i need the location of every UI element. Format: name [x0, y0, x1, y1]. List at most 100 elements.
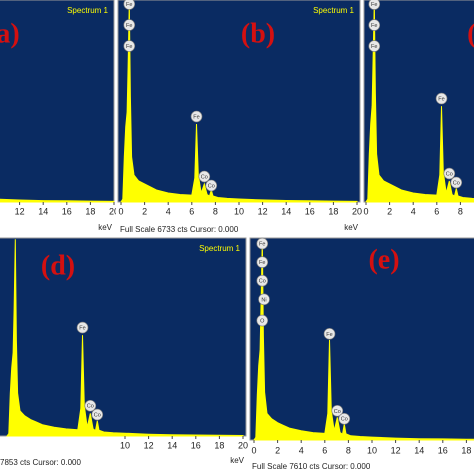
info-text: Full Scale 6733 cts Cursor: 0.000	[120, 225, 239, 234]
plot-area	[0, 0, 115, 203]
peak-marker	[205, 179, 218, 192]
peak-label: Ni	[261, 297, 266, 303]
panel-label: (b)	[241, 18, 275, 49]
x-axis-label: keV	[230, 456, 244, 465]
x-tick-label: 16	[62, 206, 72, 216]
x-tick-label: 20	[109, 206, 119, 216]
x-tick-label: 16	[191, 440, 201, 450]
peak-marker	[76, 321, 89, 334]
x-tick-label: 12	[258, 206, 268, 216]
peak-label: Fe	[259, 260, 265, 266]
x-axis-label: keV	[344, 223, 358, 232]
peak-label: Co	[94, 413, 101, 419]
x-tick-label: 0	[363, 206, 368, 216]
spectrum	[0, 198, 115, 203]
spectrum-title: Spectrum 1	[67, 6, 108, 15]
peak-marker	[198, 170, 211, 183]
peak-label: Fe	[126, 2, 132, 8]
peak-marker	[331, 405, 344, 417]
spectrum	[6, 239, 244, 437]
peak-marker	[256, 274, 269, 287]
peak-label: Fe	[371, 2, 377, 8]
x-axis-label: keV	[98, 223, 112, 232]
peak-marker	[450, 176, 463, 189]
peak-label: Fe	[438, 97, 444, 103]
plot-area	[249, 237, 474, 441]
peak-marker	[123, 40, 136, 52]
x-tick-label: 12	[15, 206, 25, 216]
x-tick-label: 2	[387, 206, 392, 216]
peak-label: Fe	[259, 242, 265, 248]
panel-label: a)	[0, 18, 20, 49]
peak-marker	[84, 399, 97, 412]
peak-marker	[368, 40, 381, 52]
peak-label: Fe	[326, 332, 332, 338]
x-tick-label: 4	[411, 206, 416, 216]
x-tick-label: 6	[322, 445, 327, 455]
peak-marker	[368, 0, 381, 10]
x-tick-label: 14	[167, 440, 177, 450]
peak-marker	[256, 314, 269, 327]
x-tick-label: 2	[275, 445, 280, 455]
x-tick-label: 14	[281, 206, 291, 216]
x-tick-label: 4	[299, 445, 304, 455]
peak-label: Co	[201, 174, 208, 180]
panel-label: (e)	[368, 244, 399, 275]
spectrum	[120, 0, 358, 203]
x-tick-label: 14	[414, 445, 424, 455]
x-tick-label: 10	[367, 445, 377, 455]
peak-label: O	[260, 319, 265, 325]
peak-label: Fe	[371, 44, 377, 50]
info-text: Full Scale 7610 cts Cursor: 0.000	[252, 462, 371, 471]
x-tick-label: 2	[142, 206, 147, 216]
peak-marker	[91, 408, 104, 421]
info-text: 7853 cts Cursor: 0.000	[0, 458, 81, 467]
x-tick-label: 16	[305, 206, 315, 216]
peak-label: Fe	[193, 114, 199, 120]
x-tick-label: 12	[391, 445, 401, 455]
spectrum-title: Spectrum 1	[199, 244, 240, 253]
spectrum	[365, 1, 474, 203]
x-tick-label: 12	[144, 440, 154, 450]
x-tick-label: 6	[189, 206, 194, 216]
x-tick-label: 8	[213, 206, 218, 216]
panel: 12 14 16 18 20 keV Spectrum 1 a)	[0, 0, 119, 232]
peak-label: Co	[87, 404, 94, 410]
x-tick-label: 8	[458, 206, 463, 216]
x-tick-label: 6	[434, 206, 439, 216]
x-tick-label: 18	[214, 440, 224, 450]
x-tick-label: 20	[352, 206, 362, 216]
plot-area	[363, 0, 474, 203]
peak-label: Co	[341, 417, 348, 423]
peak-marker	[368, 19, 381, 31]
x-tick-label: 10	[234, 206, 244, 216]
peak-marker	[338, 412, 351, 425]
x-tick-label: 14	[38, 206, 48, 216]
peak-marker	[258, 293, 270, 306]
x-tick-label: 0	[251, 445, 256, 455]
x-tick-label: 20	[238, 440, 248, 450]
peak-label: Co	[259, 279, 266, 285]
peak-marker	[256, 256, 269, 268]
peak-label: Fe	[371, 23, 377, 29]
peak-marker	[123, 19, 136, 31]
peak-marker	[323, 328, 336, 340]
plot-area	[0, 237, 247, 437]
peak-label: Fe	[126, 23, 132, 29]
peak-marker	[435, 92, 448, 105]
peak-label: Co	[446, 171, 453, 177]
x-tick-label: 18	[85, 206, 95, 216]
peak-marker	[190, 110, 203, 123]
x-tick-label: 0	[118, 206, 123, 216]
panel-label: (d)	[41, 250, 75, 281]
spectrum-title: Spectrum 1	[313, 6, 354, 15]
peak-marker	[123, 0, 136, 10]
x-tick-label: 10	[120, 440, 130, 450]
panel-label: (c	[467, 18, 474, 49]
plot-area	[117, 0, 361, 203]
